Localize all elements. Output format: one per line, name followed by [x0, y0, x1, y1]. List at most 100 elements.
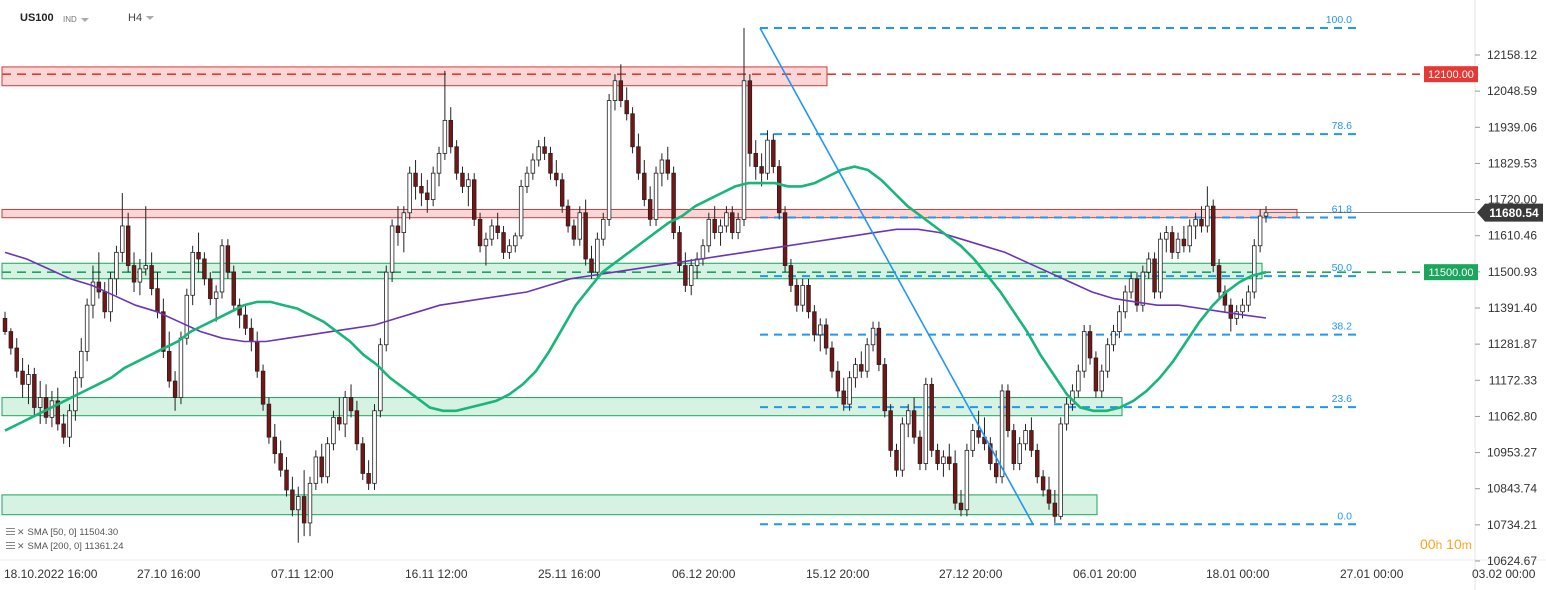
bear-candle	[823, 324, 829, 349]
level-tag-label: 12100.00	[1428, 69, 1474, 81]
bear-candle	[876, 327, 882, 365]
instrument-type-selector[interactable]: IND	[63, 15, 89, 24]
x-axis-tick-label: 18.01 00:00	[1206, 567, 1270, 581]
bear-candle	[501, 232, 506, 253]
close-icon[interactable]: ✕	[17, 541, 25, 551]
bull-candle	[90, 281, 96, 306]
bull-candle	[114, 251, 119, 280]
bull-candle	[1064, 403, 1069, 425]
bear-candle	[677, 232, 682, 266]
fibonacci-retracement[interactable]: 100.0 78.6 61.8 50.0 38.2 23.6 0.0	[760, 14, 1356, 526]
bull-candle	[342, 397, 348, 425]
bear-candle	[589, 258, 594, 273]
timeframe-selector[interactable]: H4	[128, 12, 155, 24]
bull-candle	[659, 159, 665, 174]
bear-candle	[366, 473, 371, 484]
bull-candle	[706, 218, 712, 247]
bear-candle	[859, 364, 864, 372]
bull-candle	[372, 410, 377, 484]
y-axis-tick-label: 10624.67	[1487, 554, 1537, 568]
bear-candle	[55, 400, 61, 425]
bear-candle	[460, 172, 465, 187]
bull-candle	[401, 212, 407, 233]
bull-candle	[483, 238, 489, 247]
bull-candle	[1257, 215, 1263, 247]
bull-candle	[378, 344, 383, 412]
bull-candle	[489, 225, 495, 240]
y-axis-tick-label: 10734.21	[1487, 518, 1537, 532]
bear-candle	[196, 251, 201, 260]
instrument-type-label: IND	[63, 15, 77, 24]
bull-candle	[741, 80, 747, 220]
y-axis-tick-label: 11062.80	[1488, 409, 1537, 423]
bull-candle	[79, 350, 84, 379]
y-axis-tick-label: 12048.59	[1487, 84, 1537, 98]
bear-candle	[1216, 265, 1222, 293]
bull-candle	[923, 383, 929, 464]
trend-line-segment[interactable]	[759, 27, 1034, 525]
bull-candle	[653, 172, 659, 220]
bull-candle	[530, 159, 536, 174]
current-price-tag	[1477, 203, 1543, 222]
bear-candle	[348, 397, 354, 412]
bull-candle	[1117, 311, 1122, 332]
bear-candle	[624, 100, 629, 115]
bull-candle	[120, 225, 125, 253]
x-axis-tick-label: 16.11 12:00	[405, 567, 468, 581]
bear-candle	[419, 185, 424, 194]
bull-candle	[612, 80, 618, 101]
bull-candle	[765, 139, 770, 174]
trend-line[interactable]	[759, 27, 1034, 525]
bear-candle	[782, 212, 788, 266]
close-icon[interactable]: ✕	[17, 527, 25, 537]
legend-sma50-text: SMA [50, 0] 11504.30	[27, 527, 119, 538]
bear-candle	[730, 212, 735, 233]
bear-candle	[559, 179, 565, 207]
bear-candle	[911, 410, 917, 438]
legend-sma200[interactable]: ✕ SMA [200, 0] 11361.24	[6, 541, 124, 552]
candle-countdown: 00h 10m	[1420, 536, 1472, 552]
bull-candle	[536, 146, 541, 161]
support-zone	[1, 494, 1098, 516]
symbol-selector[interactable]: US100	[20, 12, 54, 24]
bear-candle	[448, 119, 453, 148]
bear-candle	[1052, 502, 1058, 517]
bull-candle	[1252, 245, 1257, 293]
bear-candle	[1005, 390, 1011, 431]
bear-candle	[636, 146, 641, 174]
legend-sma50[interactable]: ✕ SMA [50, 0] 11504.30	[6, 527, 118, 538]
x-axis-tick-label: 06.01 20:00	[1073, 567, 1137, 581]
bear-candle	[131, 265, 137, 283]
fib-level-label: 38.2	[1332, 321, 1353, 333]
bull-candle	[853, 364, 858, 379]
bear-candle	[806, 284, 811, 313]
horizontal-levels[interactable]	[2, 73, 1420, 273]
bear-candle	[647, 199, 653, 220]
bear-candle	[841, 390, 846, 405]
price-tags: 11680.54 12100.00 11500.00	[1266, 66, 1543, 281]
bull-candle	[436, 152, 442, 174]
bull-candle	[307, 482, 313, 524]
bear-candle	[788, 265, 794, 286]
bear-candle	[1046, 489, 1052, 504]
bear-candle	[96, 281, 102, 293]
sma50-line	[4, 165, 1267, 432]
bull-candle	[37, 397, 43, 408]
bull-candle	[143, 265, 148, 270]
bull-candle	[1240, 304, 1245, 313]
bear-candle	[829, 347, 835, 372]
bull-candle	[84, 304, 90, 352]
indicator-icon	[6, 528, 15, 536]
bull-candle	[184, 294, 190, 339]
bear-candle	[266, 403, 272, 438]
chevron-down-icon	[80, 17, 89, 22]
bear-candle	[260, 370, 266, 405]
support-zone	[1, 262, 1263, 280]
current-price-label: 11680.54	[1489, 206, 1539, 220]
bull-candle	[1105, 344, 1110, 372]
bear-candle	[354, 410, 360, 445]
bear-candle	[202, 258, 207, 280]
bull-candle	[67, 410, 72, 438]
bull-candle	[1023, 430, 1028, 445]
